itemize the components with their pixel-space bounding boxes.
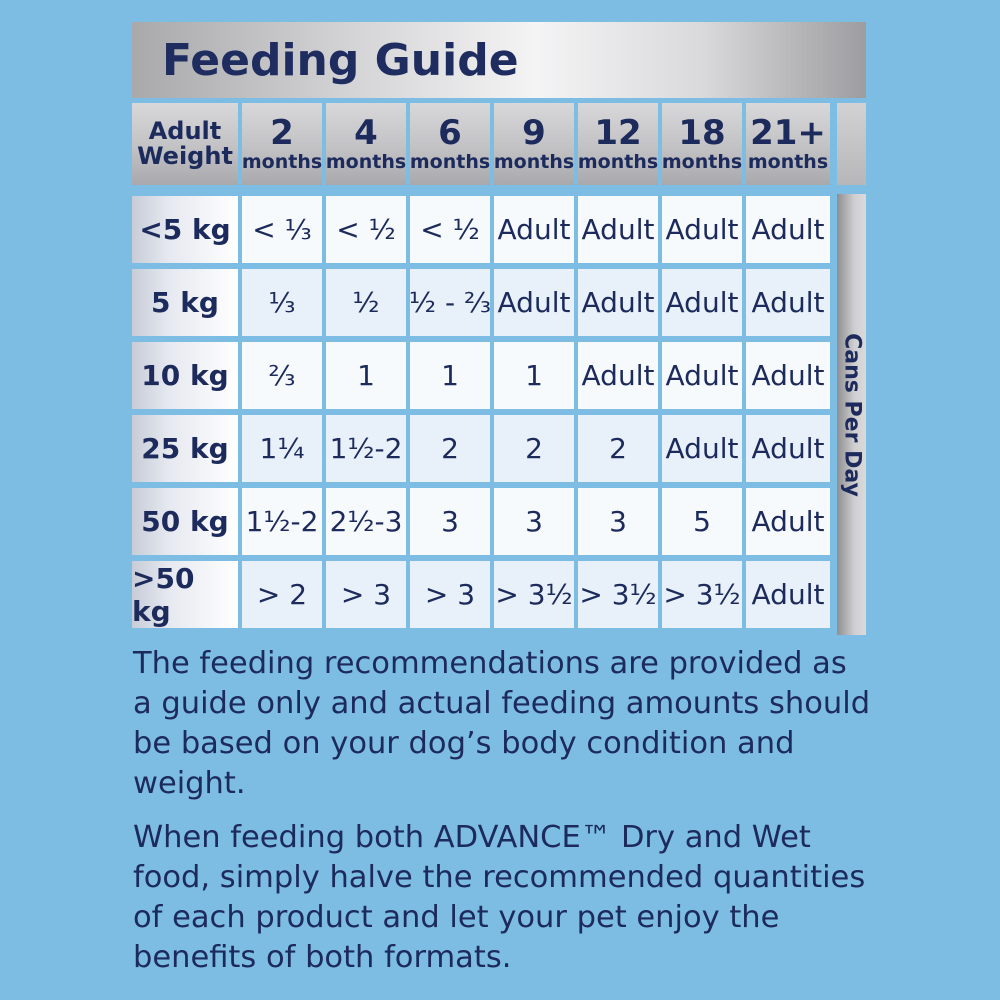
table-cell: 2	[410, 415, 490, 482]
table-cell: Adult	[494, 196, 574, 263]
age-header-18-months: 18 months	[662, 103, 742, 185]
side-label-bar: Cans Per Day	[837, 194, 866, 635]
age-header-21-plus-months: 21+ months	[746, 103, 830, 185]
table-cell: > 3½	[662, 561, 742, 628]
dry-wet-food-note: When feeding both ADVANCE™ Dry and Wet f…	[133, 820, 866, 975]
table-cell: 5	[662, 488, 742, 555]
table-cell: Adult	[578, 269, 658, 336]
page-title: Feeding Guide	[162, 34, 519, 86]
cans-per-day-label: Cans Per Day	[839, 332, 864, 497]
table-cell: Adult	[746, 415, 830, 482]
table-cell: < ⅓	[242, 196, 322, 263]
table-cell: Adult	[662, 269, 742, 336]
table-cell: 3	[578, 488, 658, 555]
weight-row-label: 5 kg	[132, 269, 238, 336]
table-cell: 3	[410, 488, 490, 555]
table-cell: 1½-2	[326, 415, 406, 482]
table-cell: 1½-2	[242, 488, 322, 555]
age-header-unit: months	[661, 151, 743, 173]
feeding-table: Adult Weight 2 months 4 months 6 months …	[132, 103, 866, 635]
table-cell: ½ - ⅔	[409, 269, 491, 336]
age-header-4-months: 4 months	[326, 103, 406, 185]
weight-row-label: 50 kg	[132, 488, 238, 555]
weight-row-label: 10 kg	[132, 342, 238, 409]
age-header-unit: months	[409, 151, 491, 173]
table-cell: 2	[494, 415, 574, 482]
age-header-9-months: 9 months	[494, 103, 574, 185]
table-cell: Adult	[746, 488, 830, 555]
age-header-unit: months	[325, 151, 407, 173]
weight-column-header: Adult Weight	[132, 103, 238, 185]
table-cell: 1	[326, 342, 406, 409]
age-header-number: 4	[354, 113, 378, 153]
age-header-number: 2	[270, 113, 294, 153]
table-cell: > 3½	[578, 561, 658, 628]
age-header-12-months: 12 months	[578, 103, 658, 185]
weight-row-label: <5 kg	[132, 196, 238, 263]
table-cell: ⅔	[242, 342, 322, 409]
age-header-unit: months	[747, 151, 829, 173]
table-cell: 2½-3	[326, 488, 406, 555]
table-cell: Adult	[746, 561, 830, 628]
title-banner: Feeding Guide	[132, 22, 866, 98]
table-cell: Adult	[746, 269, 830, 336]
age-header-2-months: 2 months	[242, 103, 322, 185]
table-cell: Adult	[578, 196, 658, 263]
age-header-unit: months	[493, 151, 575, 173]
table-cell: > 2	[242, 561, 322, 628]
table-cell: Adult	[746, 196, 830, 263]
table-cell: Adult	[662, 415, 742, 482]
weight-row-label: >50 kg	[132, 561, 238, 628]
weight-row-label: 25 kg	[132, 415, 238, 482]
table-cell: 1	[410, 342, 490, 409]
table-cell: 2	[578, 415, 658, 482]
table-cell: Adult	[578, 342, 658, 409]
feeding-guide-note: The feeding recommendations are provided…	[133, 646, 871, 801]
age-header-number: 6	[438, 113, 462, 153]
table-cell: < ½	[326, 196, 406, 263]
weight-header-line-1: Adult	[148, 117, 222, 145]
table-cell: < ½	[410, 196, 490, 263]
age-header-number: 21+	[750, 113, 826, 153]
table-cell: ½	[326, 269, 406, 336]
age-header-6-months: 6 months	[410, 103, 490, 185]
age-header-number: 12	[594, 113, 642, 153]
table-cell: > 3	[326, 561, 406, 628]
age-header-unit: months	[577, 151, 659, 173]
header-corner	[837, 103, 866, 185]
table-cell: 1¼	[242, 415, 322, 482]
table-cell: > 3½	[494, 561, 574, 628]
age-header-unit: months	[241, 151, 323, 173]
table-cell: Adult	[662, 342, 742, 409]
weight-header-line-2: Weight	[137, 142, 233, 170]
table-cell: > 3	[410, 561, 490, 628]
table-cell: Adult	[662, 196, 742, 263]
table-cell: 3	[494, 488, 574, 555]
age-header-number: 18	[678, 113, 726, 153]
table-cell: Adult	[494, 269, 574, 336]
age-header-number: 9	[522, 113, 546, 153]
table-cell: 1	[494, 342, 574, 409]
table-cell: ⅓	[242, 269, 322, 336]
table-cell: Adult	[746, 342, 830, 409]
